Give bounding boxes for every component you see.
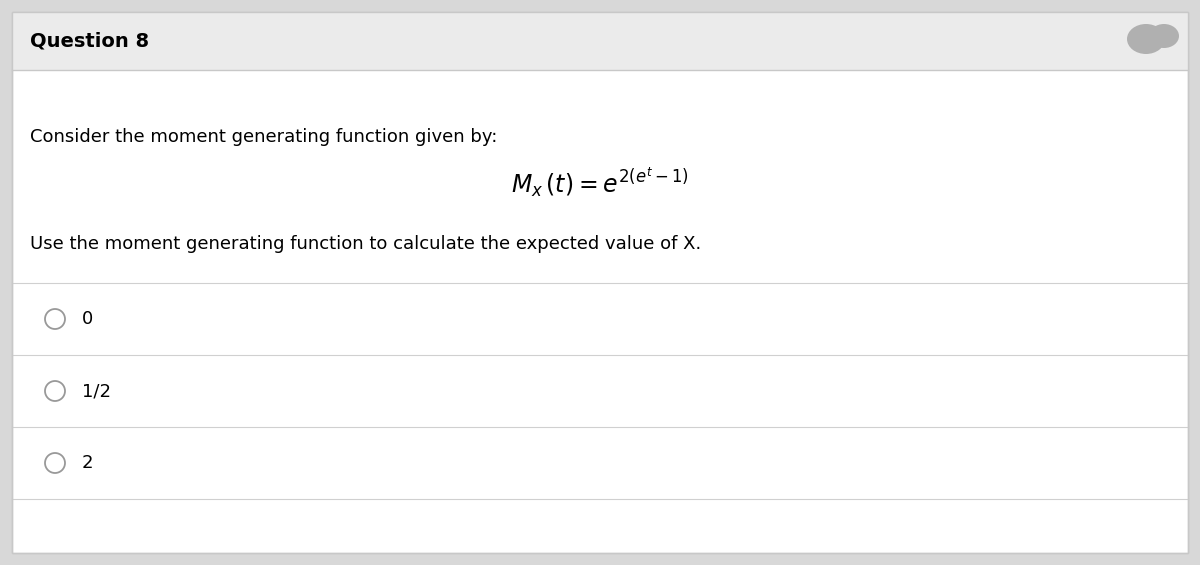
FancyBboxPatch shape — [12, 12, 1188, 70]
Text: 0: 0 — [82, 310, 94, 328]
Ellipse shape — [1150, 24, 1178, 48]
Text: $M_x\,(t) = e^{2(e^t-1)}$: $M_x\,(t) = e^{2(e^t-1)}$ — [511, 166, 689, 200]
Text: 1/2: 1/2 — [82, 382, 112, 400]
Text: 2: 2 — [82, 454, 94, 472]
Ellipse shape — [1127, 24, 1165, 54]
Text: Consider the moment generating function given by:: Consider the moment generating function … — [30, 128, 497, 146]
FancyBboxPatch shape — [12, 12, 1188, 553]
Text: Question 8: Question 8 — [30, 32, 149, 50]
Text: Use the moment generating function to calculate the expected value of X.: Use the moment generating function to ca… — [30, 235, 701, 253]
